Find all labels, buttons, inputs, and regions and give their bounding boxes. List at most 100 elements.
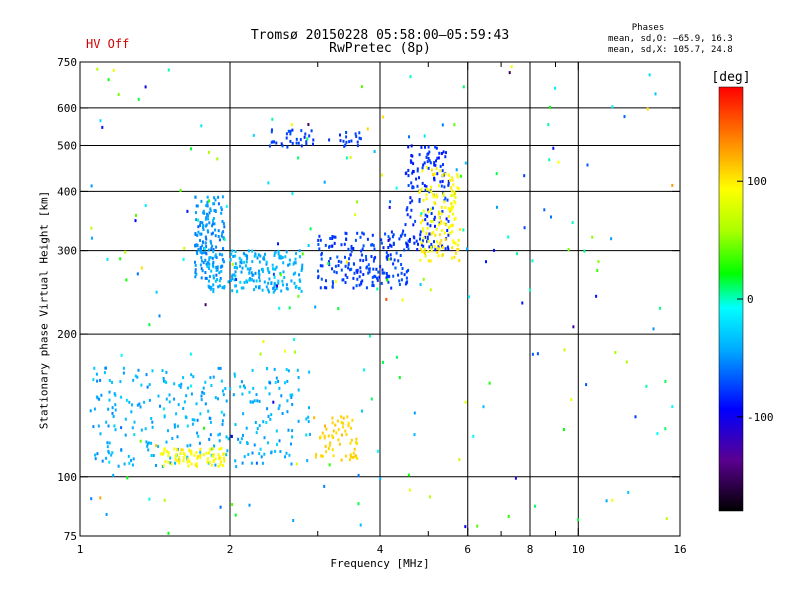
echo-point	[442, 193, 445, 197]
echo-point	[570, 398, 573, 402]
echo-point	[241, 461, 244, 465]
echo-point	[336, 419, 339, 423]
echo-point	[447, 226, 450, 230]
echo-point	[291, 403, 294, 406]
echo-point	[381, 115, 384, 119]
echo-point	[232, 393, 235, 397]
echo-point	[107, 424, 110, 428]
echo-point	[333, 270, 336, 274]
echo-point	[114, 403, 117, 407]
echo-point	[356, 442, 358, 446]
echo-point	[240, 286, 243, 290]
echo-point	[210, 269, 213, 273]
echo-point	[182, 407, 185, 410]
echo-point	[263, 280, 266, 284]
echo-point	[355, 437, 358, 441]
echo-point	[208, 256, 211, 260]
echo-point	[441, 210, 444, 213]
echo-point	[205, 252, 208, 256]
echo-point	[585, 383, 588, 387]
echo-point	[111, 411, 114, 415]
echo-point	[173, 447, 176, 451]
echo-point	[169, 461, 172, 465]
echo-point	[208, 211, 211, 215]
echo-point	[398, 376, 401, 380]
echo-point	[337, 307, 340, 311]
echo-point	[295, 462, 298, 466]
echo-point	[180, 448, 183, 452]
echo-point	[287, 263, 290, 267]
echo-point	[252, 133, 255, 137]
echo-point	[267, 181, 270, 185]
echo-point	[514, 476, 517, 480]
echo-point	[416, 184, 419, 188]
echo-point	[300, 269, 303, 272]
echo-point	[234, 270, 237, 274]
echo-point	[223, 459, 226, 463]
echo-point	[426, 240, 429, 243]
echo-point	[231, 289, 234, 293]
echo-point	[340, 415, 343, 419]
echo-point	[340, 458, 343, 462]
echo-point	[417, 242, 419, 246]
echo-point	[205, 216, 208, 220]
echo-point	[543, 208, 546, 212]
echo-point	[90, 184, 93, 188]
echo-point	[329, 257, 332, 260]
echo-point	[420, 241, 423, 245]
echo-point	[237, 437, 240, 441]
echo-point	[155, 290, 158, 294]
echo-point	[190, 147, 192, 151]
echo-point	[92, 378, 95, 382]
echo-point	[306, 137, 309, 141]
echo-point	[392, 233, 395, 237]
echo-point	[289, 129, 292, 133]
echo-point	[207, 248, 210, 252]
echo-point	[259, 254, 262, 258]
echo-point	[257, 271, 260, 275]
echo-point	[176, 424, 179, 428]
echo-point	[444, 238, 447, 241]
y-tick-label: 75	[64, 530, 77, 543]
echo-point	[422, 244, 425, 248]
echo-point	[421, 218, 424, 222]
echo-point	[168, 393, 171, 397]
echo-point	[433, 244, 436, 248]
echo-point	[96, 396, 99, 400]
echo-point	[412, 223, 415, 227]
echo-point	[331, 448, 334, 452]
echo-point	[409, 75, 412, 79]
echo-point	[199, 221, 202, 224]
echo-point	[452, 183, 455, 187]
echo-point	[136, 403, 139, 407]
echo-point	[240, 261, 243, 265]
echo-point	[114, 428, 117, 432]
echo-point	[433, 172, 436, 176]
echo-point	[349, 253, 352, 257]
echo-point	[292, 272, 295, 276]
echo-point	[308, 134, 311, 138]
echo-point	[354, 132, 357, 136]
echo-point	[215, 273, 218, 277]
echo-point	[263, 436, 266, 440]
echo-point	[336, 255, 339, 259]
echo-point	[386, 278, 389, 282]
phase-stats-o: mean, sd,O: –65.9, 16.3	[608, 34, 733, 44]
echo-point	[377, 270, 380, 274]
echo-point	[290, 442, 292, 446]
echo-point	[280, 394, 283, 398]
echo-point	[194, 263, 197, 267]
echo-point	[244, 386, 246, 390]
echo-point	[117, 93, 120, 96]
echo-point	[273, 140, 276, 144]
echo-point	[212, 287, 215, 291]
echo-point	[187, 386, 189, 390]
echo-point	[434, 202, 437, 206]
echo-point	[523, 226, 526, 230]
echo-point	[360, 282, 363, 286]
echo-point	[439, 221, 442, 225]
echo-point	[197, 454, 200, 458]
echo-point	[407, 473, 410, 477]
echo-point	[435, 193, 438, 197]
echo-point	[251, 368, 254, 372]
